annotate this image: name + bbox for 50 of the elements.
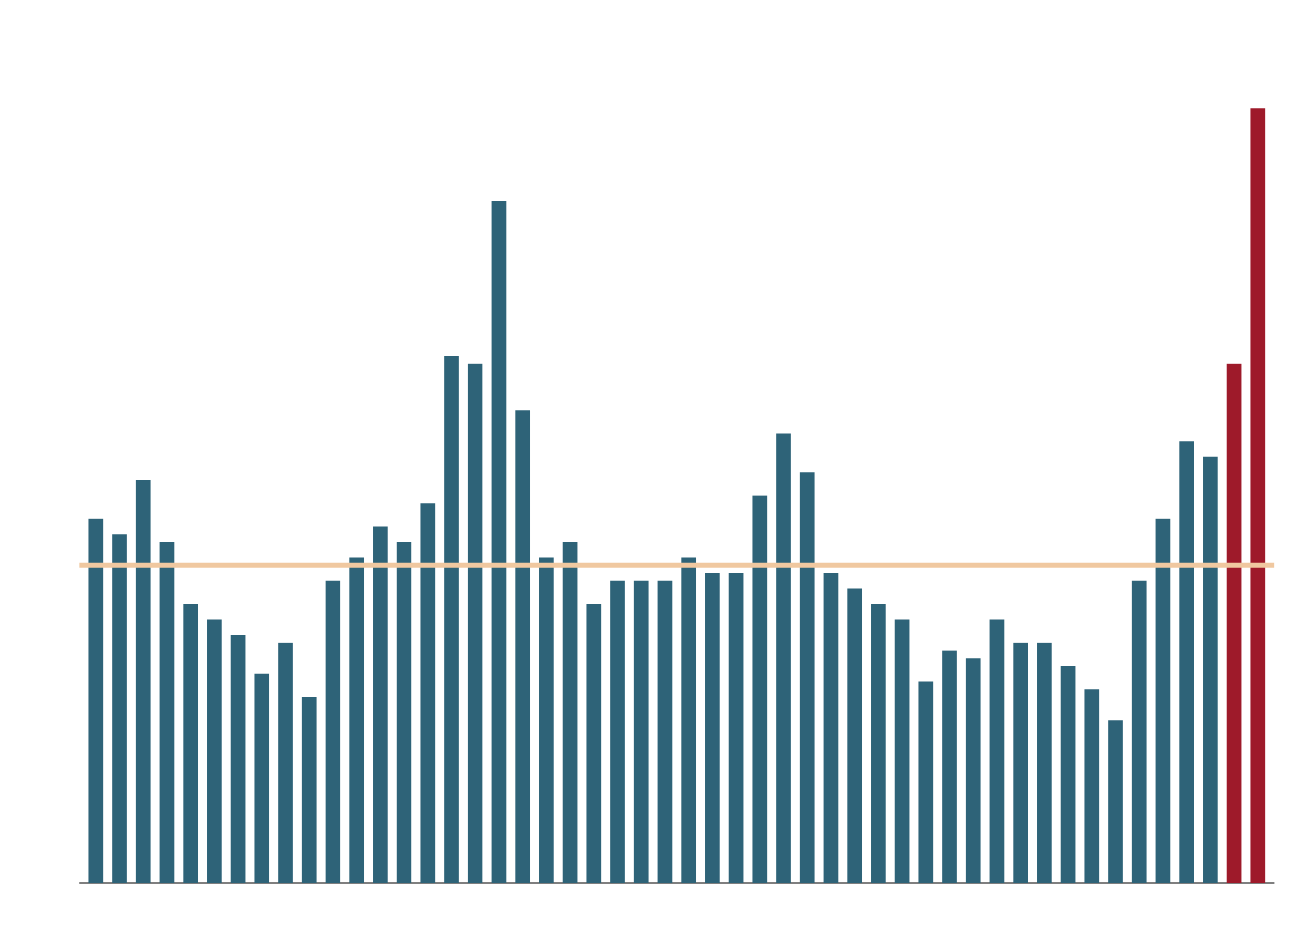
bar [562,542,578,883]
bar [894,619,910,883]
bar [159,542,175,883]
bar [207,619,222,883]
bar [823,573,839,883]
bar [254,673,270,883]
bar [657,580,673,883]
bar [373,526,388,883]
bar [752,495,768,883]
bar [705,573,720,883]
bar [799,472,815,883]
bar [1131,580,1147,883]
bar [728,573,744,883]
bar [183,604,199,883]
bar [467,363,483,883]
bar [301,697,317,883]
bar [278,642,293,883]
bar [871,604,886,883]
bar [88,518,104,883]
bar [515,410,531,883]
bar [1179,441,1194,883]
bar [965,658,981,883]
bar [1037,642,1052,883]
bar [1155,518,1171,883]
bar [112,534,127,883]
bar [349,557,365,883]
bar [420,503,436,883]
bar [918,681,934,883]
bar [325,580,341,883]
bar [633,580,649,883]
bar [135,480,151,883]
bar [1250,108,1266,883]
bar [610,580,625,883]
bar [942,650,957,883]
bar [539,557,554,883]
bar [681,557,697,883]
bar [396,542,412,883]
bar [847,588,863,883]
bar [1203,456,1218,883]
bar [1013,642,1028,883]
bar [1108,720,1123,883]
bar [1084,689,1100,883]
bar [776,433,791,883]
bar [444,356,459,883]
bar [230,635,246,883]
bar [1226,363,1242,883]
bar [586,604,602,883]
bar [1060,666,1076,883]
bar [491,201,507,883]
bar [989,619,1005,883]
